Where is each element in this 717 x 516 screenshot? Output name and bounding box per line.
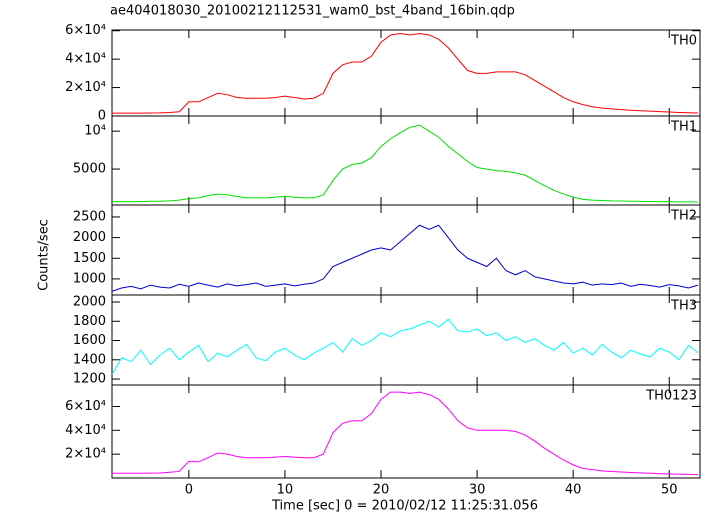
panel-frame — [111, 384, 701, 479]
data-line — [112, 124, 699, 203]
data-line — [112, 33, 699, 114]
y-tick-label: 2000 — [73, 230, 106, 245]
y-tick-label: 10⁴ — [84, 124, 106, 139]
panel-label: TH3 — [670, 299, 697, 314]
panel-label: TH2 — [670, 209, 697, 224]
y-axis-label: Counts/sec — [37, 219, 52, 291]
data-line — [112, 391, 699, 476]
y-tick-label: 1600 — [73, 333, 106, 348]
y-tick-label: 1000 — [73, 271, 106, 286]
panel-frame — [111, 294, 701, 386]
y-tick-label: 2×10⁴ — [65, 447, 106, 462]
y-tick-label: 6×10⁴ — [65, 23, 106, 38]
data-line — [111, 318, 699, 375]
y-tick-label: 2×10⁴ — [65, 80, 106, 95]
panel-label: TH1 — [670, 120, 697, 135]
x-tick-label: 50 — [661, 483, 678, 498]
chart-title: ae404018030_20100212112531_wam0_bst_4ban… — [110, 4, 515, 19]
y-tick-label: 6×10⁴ — [65, 399, 106, 414]
x-tick-label: 10 — [277, 483, 294, 498]
y-tick-label: 4×10⁴ — [65, 423, 106, 438]
x-tick-label: 0 — [185, 483, 193, 498]
y-tick-label: 1400 — [73, 352, 106, 367]
panel-frame — [111, 29, 701, 117]
x-tick-label: 30 — [469, 483, 486, 498]
y-tick-label: 1200 — [73, 372, 106, 387]
panel-label: TH0 — [670, 34, 697, 49]
panel-frame — [111, 204, 701, 296]
y-tick-label: 1800 — [73, 314, 106, 329]
y-tick-label: 1500 — [73, 251, 106, 266]
panel-label: TH0123 — [645, 389, 697, 404]
y-tick-label: 0 — [98, 109, 106, 124]
y-tick-label: 2500 — [73, 209, 106, 224]
x-tick-label: 20 — [373, 483, 390, 498]
y-tick-label: 4×10⁴ — [65, 52, 106, 67]
x-tick-label: 40 — [565, 483, 582, 498]
y-tick-label: 2000 — [73, 295, 106, 310]
y-tick-label: 5000 — [73, 162, 106, 177]
x-axis-label: Time [sec] 0 = 2010/02/12 11:25:31.056 — [271, 499, 538, 514]
data-line — [111, 224, 699, 292]
